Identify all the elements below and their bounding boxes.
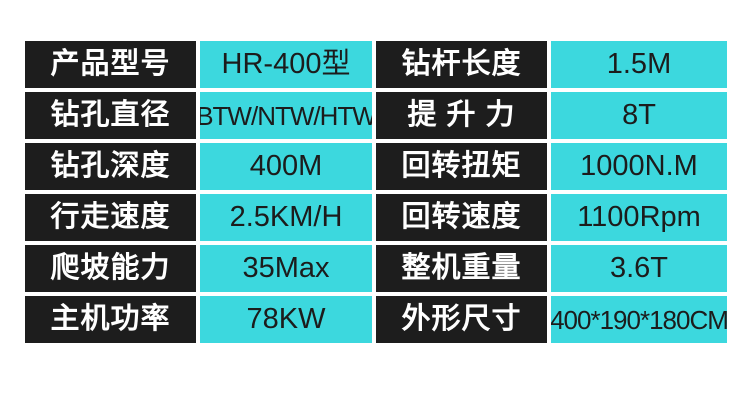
spec-label: 爬坡能力 (25, 245, 196, 292)
spec-label: 行走速度 (25, 194, 196, 241)
spec-label: 产品型号 (25, 41, 196, 88)
spec-label: 钻孔直径 (25, 92, 196, 139)
spec-label: 钻杆长度 (376, 41, 547, 88)
spec-value: 2.5KM/H (200, 194, 372, 241)
spec-value: HR-400型 (200, 41, 372, 88)
spec-value: BTW/NTW/HTW (200, 92, 372, 139)
spec-value: 1000N.M (551, 143, 727, 190)
spec-value: 1100Rpm (551, 194, 727, 241)
spec-label: 回转速度 (376, 194, 547, 241)
spec-label: 钻孔深度 (25, 143, 196, 190)
spec-label: 回转扭矩 (376, 143, 547, 190)
spec-value: 400*190*180CM (551, 296, 727, 343)
spec-value: 400M (200, 143, 372, 190)
spec-label: 整机重量 (376, 245, 547, 292)
spec-value: 35Max (200, 245, 372, 292)
spec-value: 78KW (200, 296, 372, 343)
spec-label: 主机功率 (25, 296, 196, 343)
spec-value: 1.5M (551, 41, 727, 88)
spec-value: 8T (551, 92, 727, 139)
spec-value: 3.6T (551, 245, 727, 292)
spec-label: 提 升 力 (376, 92, 547, 139)
spec-label: 外形尺寸 (376, 296, 547, 343)
product-spec-table: 产品型号 HR-400型 钻杆长度 1.5M 钻孔直径 BTW/NTW/HTW … (25, 41, 727, 343)
